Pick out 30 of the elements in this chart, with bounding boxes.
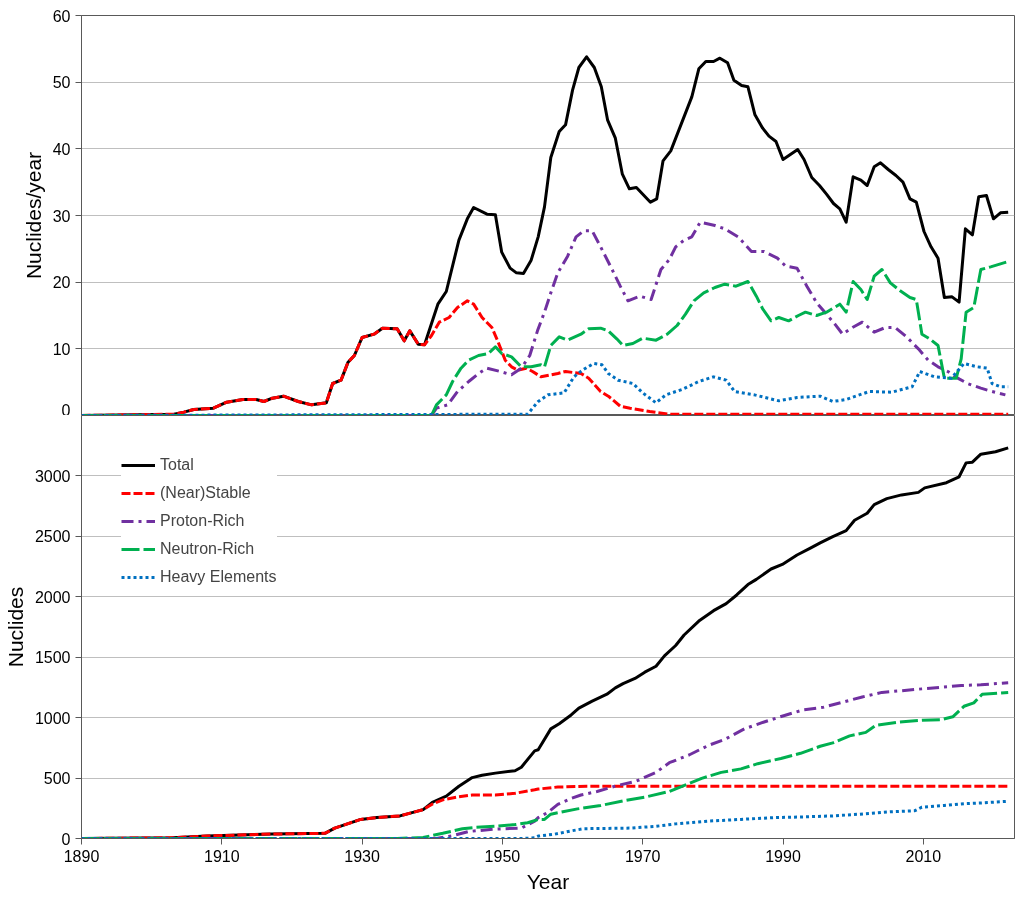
y-tick-label: 60 (52, 7, 71, 25)
y-tick-label: 10 (52, 340, 71, 358)
y-tick-label: 1000 (34, 709, 71, 727)
x-tick-label: 1930 (344, 847, 380, 865)
y-tick-label: 40 (52, 140, 71, 158)
y-tick-label: 0 (61, 401, 71, 419)
y-tick-label: 1500 (34, 649, 71, 667)
y-tick-label: 2000 (34, 588, 71, 606)
x-tick-label: 1890 (63, 847, 100, 865)
x-tick-label: 1990 (765, 847, 801, 865)
x-axis-title: Year (526, 869, 570, 893)
y-axis-title: Nuclides/year (21, 151, 45, 280)
x-tick-label: 1950 (484, 847, 521, 865)
y-tick-label: 50 (52, 74, 71, 92)
x-tick-label: 1970 (624, 847, 661, 865)
line-series (81, 260, 1010, 415)
legend-label: Total (160, 456, 194, 474)
legend-label: Heavy Elements (160, 568, 277, 586)
y-tick-label: 3000 (34, 467, 71, 485)
y-tick-label: 500 (43, 770, 71, 788)
x-tick-label: 2010 (905, 847, 942, 865)
y-tick-label: 0 (61, 830, 71, 848)
legend-label: (Near)Stable (160, 484, 251, 502)
legend-label: Neutron-Rich (160, 540, 255, 558)
y-tick-label: 30 (52, 207, 71, 225)
y-tick-label: 20 (52, 274, 71, 292)
x-tick-label: 1910 (204, 847, 240, 865)
y-axis-title: Nuclides (3, 586, 27, 668)
y-tick-label: 2500 (34, 528, 71, 546)
legend-label: Proton-Rich (160, 512, 245, 530)
